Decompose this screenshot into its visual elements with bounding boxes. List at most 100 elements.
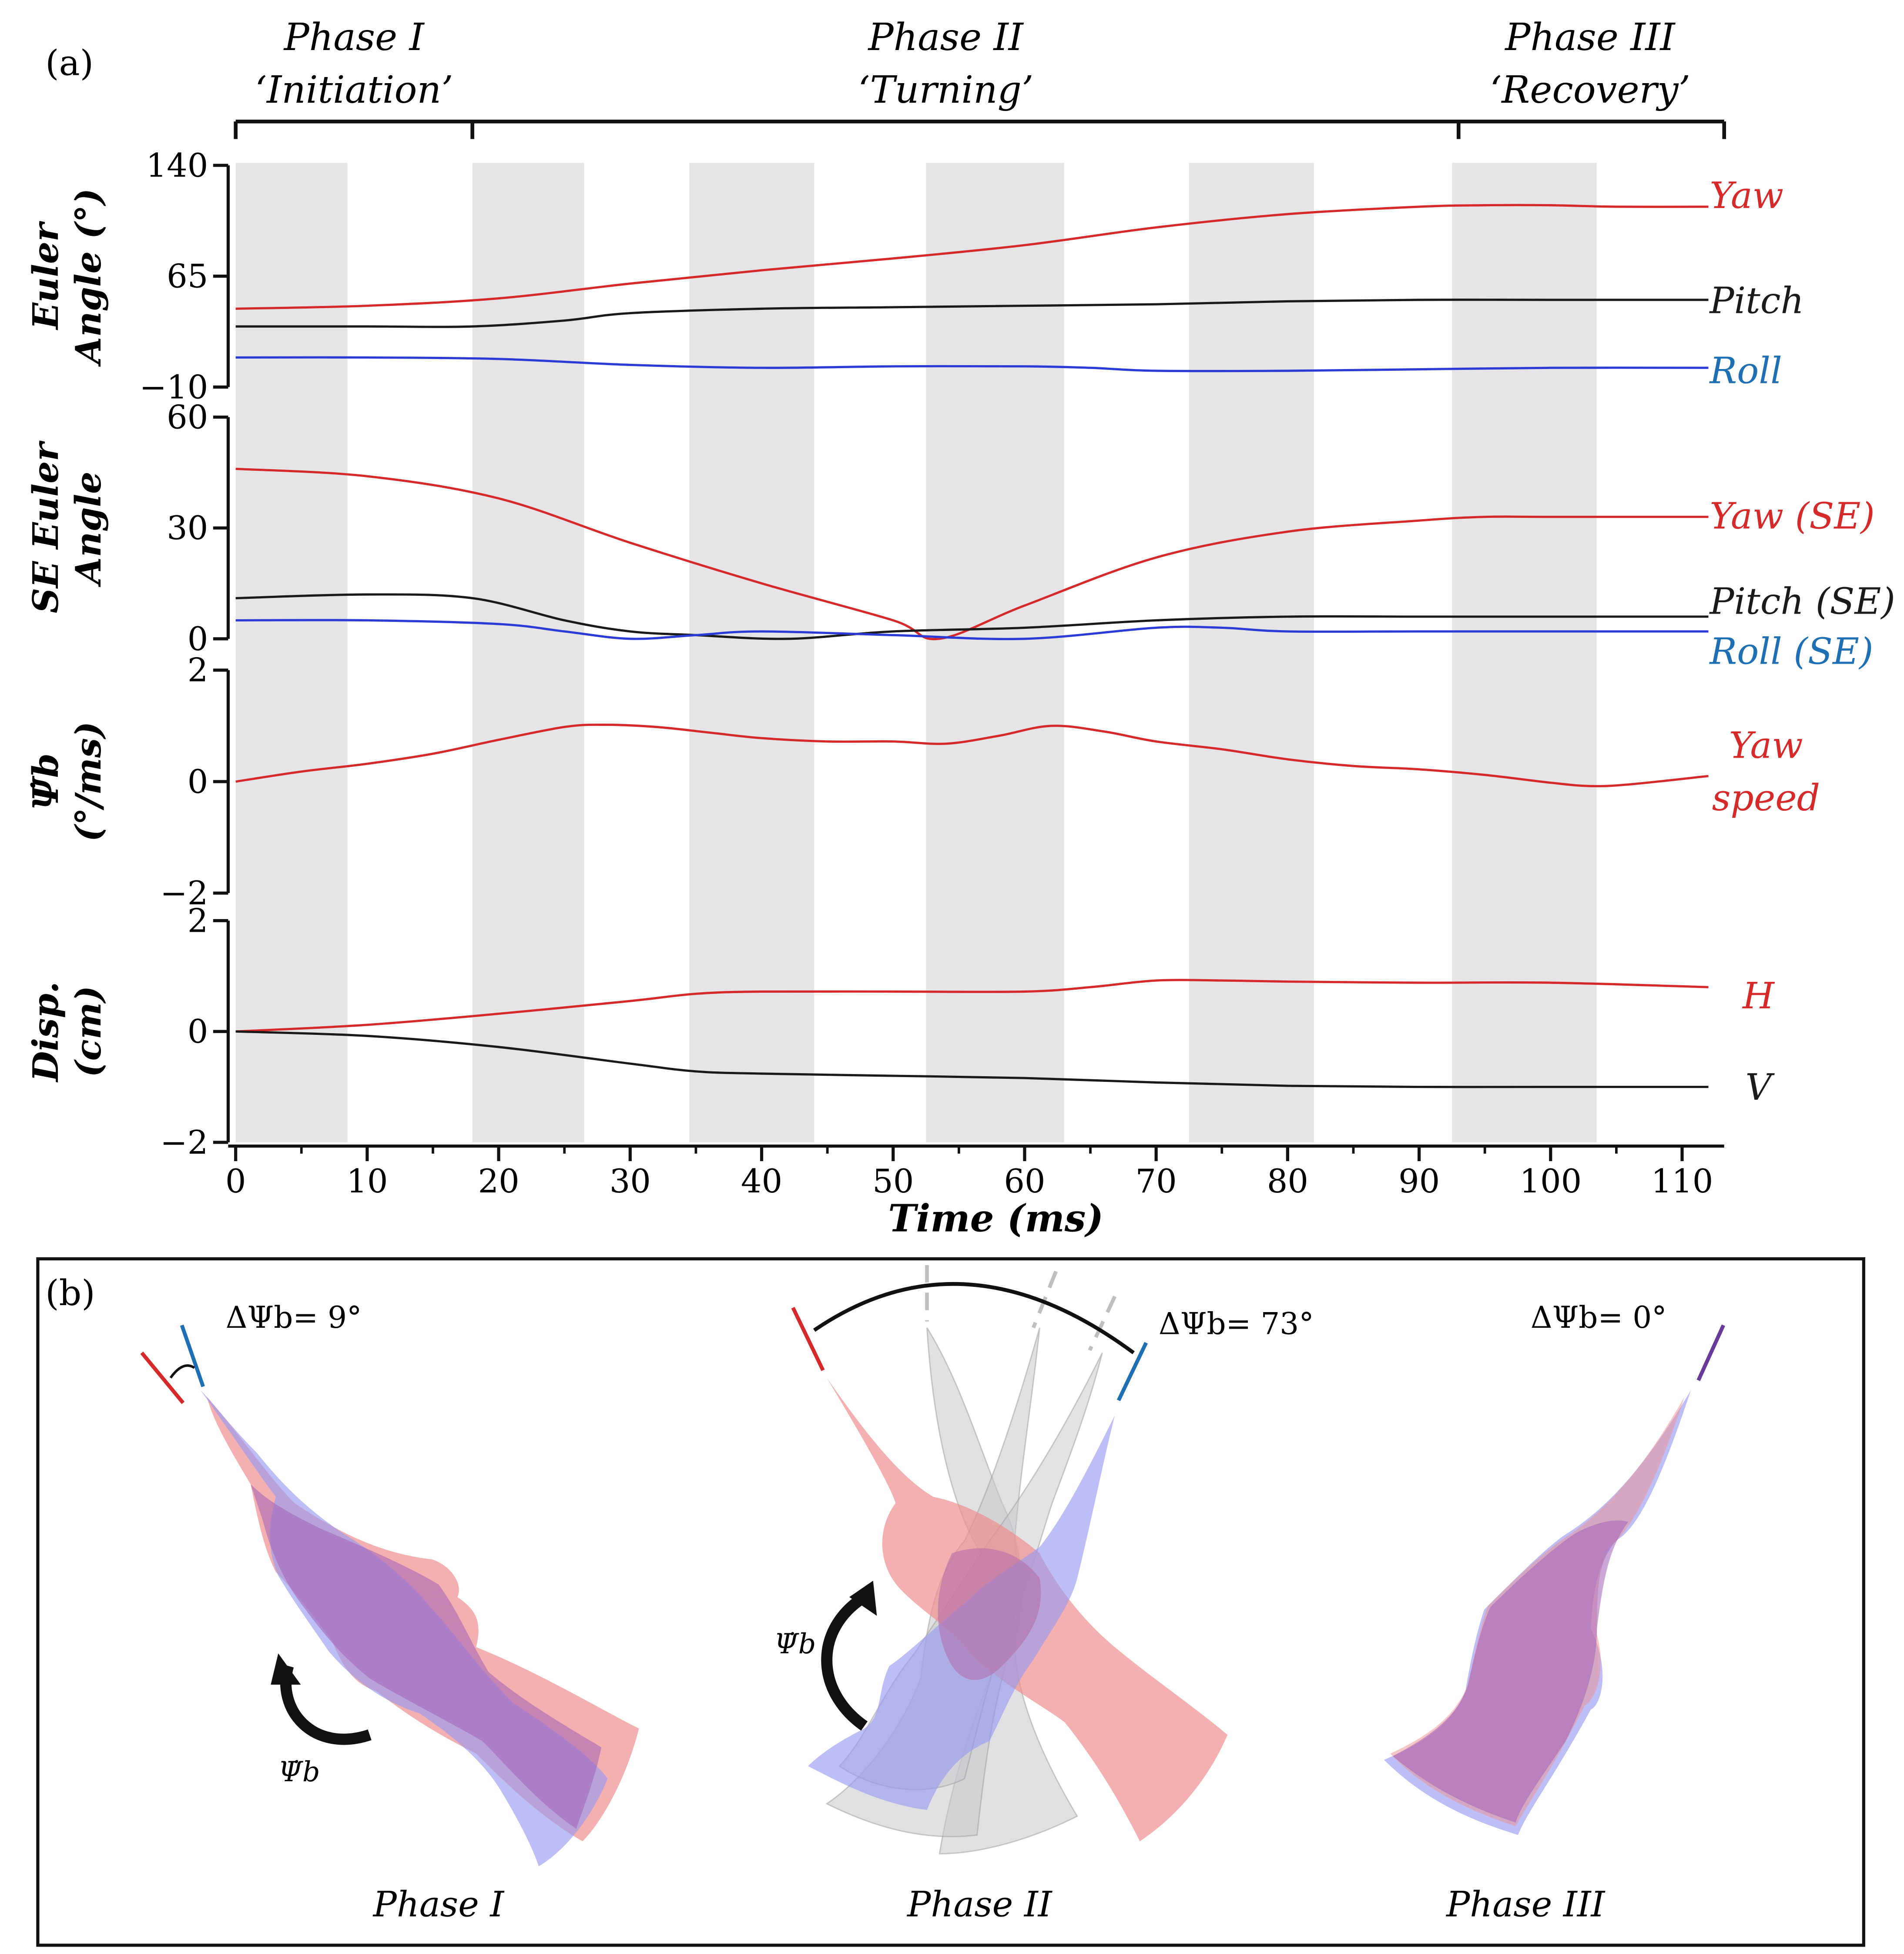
series-yaw-speed-line (235, 723, 1709, 788)
panel-euler-y-label: Euler Angle (°) (25, 188, 109, 367)
phase1-caption: Phase I (372, 1884, 505, 1925)
panel-se_euler-y-tick-label: 30 (167, 509, 208, 547)
chart-panels: 140 65 −10 Euler Angle (°) Yaw Pitch Roll 60 30 0 S… (25, 147, 1895, 1162)
series-pitch-line (235, 299, 1709, 328)
series-pitch-se--line (235, 593, 1709, 640)
panel-euler-y-tick-label: 140 (146, 147, 208, 185)
panel-disp: 2 0 −2 Disp. (cm) H V (25, 902, 1775, 1161)
phase2-grey-marker-2 (1032, 1270, 1058, 1329)
panel-disp-y-tick-label: −2 (160, 1124, 208, 1162)
phase-3-desc: ‘Recovery’ (1490, 68, 1690, 112)
x-axis-label: Time (ms) (888, 1196, 1103, 1240)
series-h-label: H (1742, 975, 1775, 1017)
series-roll-label: Roll (1709, 350, 1782, 392)
series-yaw-label: Yaw (1710, 175, 1783, 217)
series-label-line: Yaw (1729, 724, 1803, 766)
panel-se_euler-y-label: SE Euler Angle (25, 440, 109, 614)
phase1-red-orientation-marker (140, 1351, 185, 1404)
x-tick-label: 40 (741, 1162, 782, 1200)
x-tick-label: 100 (1519, 1162, 1582, 1200)
phase-3-name: Phase III (1504, 16, 1676, 59)
series-v-label: V (1745, 1066, 1775, 1108)
series-roll-line (235, 356, 1709, 373)
shaded-interval-1 (235, 163, 348, 1142)
series-pitch-se--label: Pitch (SE) (1709, 580, 1895, 622)
phase-2-name: Phase II (868, 16, 1024, 59)
panel-se_euler-y-label-line: SE Euler (25, 440, 67, 614)
series-yaw-line (235, 204, 1709, 310)
panel-euler-y-tick-label: −10 (139, 368, 208, 406)
shaded-interval-3 (689, 163, 815, 1142)
phase1-illustration: ΔΨb= 9° Ψ̇b Phase I (140, 1300, 639, 1925)
panel-yaw_speed-y-label-line: Ψ̇b (25, 753, 67, 810)
phase-2-desc: ‘Turning’ (858, 68, 1033, 112)
phase3-illustration: ΔΨb= 0° Phase III (1384, 1300, 1725, 1925)
phase2-angle-arc (813, 1282, 1135, 1354)
phase2-caption: Phase II (906, 1884, 1053, 1925)
series-v-line (235, 1030, 1709, 1088)
phase-header: Phase I ‘Initiation’ Phase II ‘Turning’ Phas… (234, 16, 1726, 139)
phase2-grey-marker-3 (1088, 1296, 1117, 1351)
phase1-angle-arc (169, 1364, 195, 1379)
shaded-interval-6 (1452, 163, 1597, 1142)
panel-se_euler-y-label-line: Angle (68, 471, 109, 587)
phase2-illustration: ΔΨb= 73° Ψ̇b Phase II (774, 1265, 1314, 1925)
x-tick-label: 0 (225, 1162, 246, 1200)
phase3-overlap-body (1393, 1520, 1629, 1823)
phase3-orientation-marker (1696, 1324, 1725, 1381)
series-label-line: speed (1712, 777, 1820, 819)
panel-yaw_speed: 2 0 −2 Ψ̇b (°/ms) Yaw speed (25, 651, 1820, 912)
phase3-caption: Phase III (1445, 1884, 1606, 1925)
series-h-line (235, 979, 1709, 1033)
series-yaw-se--label: Yaw (SE) (1710, 495, 1875, 537)
panel-euler-y-tick-label: 65 (167, 258, 208, 295)
panel-disp-y-tick-label: 2 (188, 902, 208, 940)
panel-disp-y-label-line: (cm) (68, 986, 109, 1078)
panel-disp-y-label-line: Disp. (25, 981, 67, 1082)
phase-1-desc: ‘Initiation’ (255, 68, 453, 112)
x-tick-label: 80 (1267, 1162, 1308, 1200)
phase1-rotation-arrowhead (271, 1653, 301, 1685)
phase2-rotation-arrowhead (849, 1581, 877, 1616)
panel-b-frame (36, 1257, 1865, 1947)
phase2-overlap-body (938, 1548, 1041, 1680)
x-tick-label: 10 (346, 1162, 388, 1200)
phase2-red-orientation-marker (791, 1306, 825, 1371)
phase1-blue-orientation-marker (180, 1324, 205, 1387)
panel-disp-y-label: Disp. (cm) (25, 981, 109, 1082)
series-pitch-label: Pitch (1709, 280, 1804, 322)
panel-se_euler-y-tick-label: 60 (167, 398, 208, 436)
panel-yaw_speed-y-tick-label: 0 (188, 763, 208, 801)
phase1-overlap-body (251, 1484, 602, 1829)
panel-a-label: (a) (45, 43, 94, 84)
x-tick-label: 60 (1004, 1162, 1045, 1200)
phase2-blue-orientation-marker (1116, 1342, 1148, 1401)
panel-euler: 140 65 −10 Euler Angle (°) Yaw Pitch Roll (25, 147, 1804, 406)
phase2-arrow-label: Ψ̇b (774, 1628, 816, 1660)
series-roll-se--line (235, 619, 1709, 641)
panel-euler-y-label-line: Euler (25, 221, 67, 330)
shaded-interval-4 (926, 163, 1064, 1142)
panel-euler-y-label-line: Angle (°) (68, 188, 109, 367)
phase-1-name: Phase I (283, 16, 425, 59)
panel-yaw_speed-y-tick-label: −2 (160, 874, 208, 912)
x-axis: 0 10 20 30 40 50 60 70 80 90 100 110 (225, 1144, 1724, 1200)
panel-disp-y-tick-label: 0 (188, 1013, 208, 1051)
x-tick-label: 30 (610, 1162, 651, 1200)
series-roll-se--label: Roll (SE) (1709, 630, 1873, 672)
phase1-arrow-label: Ψ̇b (278, 1756, 320, 1788)
panel-se_euler-y-tick-label: 0 (188, 620, 208, 658)
shaded-interval-2 (472, 163, 584, 1142)
x-tick-label: 50 (872, 1162, 914, 1200)
series-yaw-speed-label: Yaw speed (1712, 724, 1820, 819)
phase2-rotation-arrow (821, 1592, 868, 1731)
shaded-interval-5 (1189, 163, 1314, 1142)
x-tick-label: 110 (1651, 1162, 1713, 1200)
x-tick-label: 70 (1136, 1162, 1177, 1200)
panel-yaw_speed-y-tick-label: 2 (188, 651, 208, 689)
x-tick-label: 20 (478, 1162, 519, 1200)
panel-yaw_speed-y-label: Ψ̇b (°/ms) (25, 722, 109, 842)
panel-se_euler: 60 30 0 SE Euler Angle Yaw (SE) Pitch (SE) Roll… (25, 398, 1895, 672)
phase3-annotation: ΔΨb= 0° (1531, 1300, 1667, 1335)
